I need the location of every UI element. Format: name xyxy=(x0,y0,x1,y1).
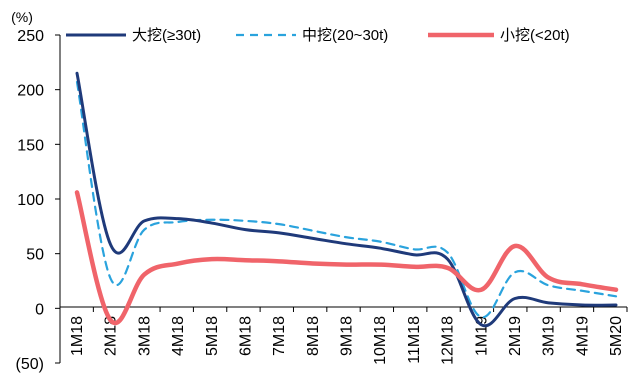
y-axis-tick-label: 50 xyxy=(26,247,44,264)
legend-item: 小挖(<20t) xyxy=(428,27,570,44)
y-axis-tick-label: 200 xyxy=(17,83,44,100)
x-axis-tick-labels: 1M18 2M18 3M18 4M18 5M18 6M18 7M18 8M18 9M18 10M1… xyxy=(69,316,625,365)
x-axis-tick-label: 12M18 xyxy=(440,316,457,365)
x-axis-tick-label: 4M18 xyxy=(170,316,187,356)
axes xyxy=(55,34,628,364)
x-axis-tick-label: 2M19 xyxy=(507,316,524,356)
y-axis-tick-label: 0 xyxy=(35,301,44,318)
x-axis-tick-label: 6M18 xyxy=(237,316,254,356)
x-axis-tick-label: 1M18 xyxy=(69,316,86,356)
legend: 大挖(≥30t) 中挖(20~30t) 小挖(<20t) xyxy=(66,27,570,44)
x-axis-tick-label: 3M18 xyxy=(136,316,153,356)
y-axis-unit-label: (%) xyxy=(11,9,33,25)
x-axis-tick-label: 3M19 xyxy=(541,316,558,356)
x-axis-tick-label: 5M18 xyxy=(204,316,221,356)
y-axis-tick-label: 250 xyxy=(17,28,44,45)
y-axis-tick-label: (50) xyxy=(16,356,44,373)
y-axis-tick-label: 150 xyxy=(17,137,44,154)
series-line-2 xyxy=(75,80,618,319)
y-axis-tick-labels: 250 200 150 100 50 0 (50) xyxy=(16,28,45,373)
legend-item: 中挖(20~30t) xyxy=(236,27,388,44)
legend-item: 大挖(≥30t) xyxy=(66,27,201,44)
x-axis-tick-label: 9M18 xyxy=(339,316,356,356)
series-lines xyxy=(74,71,619,328)
series-line-1 xyxy=(75,71,618,328)
legend-label: 中挖(20~30t) xyxy=(302,27,388,44)
x-axis-tick-label: 2M18 xyxy=(103,316,120,356)
series-line-3 xyxy=(74,190,619,326)
x-axis-tick-label: 7M18 xyxy=(271,316,288,356)
x-axis-tick-label: 8M18 xyxy=(305,316,322,356)
legend-label: 大挖(≥30t) xyxy=(132,27,201,44)
y-axis-tick-label: 100 xyxy=(17,192,44,209)
legend-label: 小挖(<20t) xyxy=(500,27,570,44)
x-axis-tick-label: 10M18 xyxy=(372,316,389,365)
x-axis-tick-label: 11M18 xyxy=(406,316,423,364)
x-axis-tick-label: 5M20 xyxy=(608,316,625,356)
x-axis-tick-label: 4M19 xyxy=(574,316,591,356)
x-axis-tick-label: 1M19 xyxy=(473,316,490,356)
